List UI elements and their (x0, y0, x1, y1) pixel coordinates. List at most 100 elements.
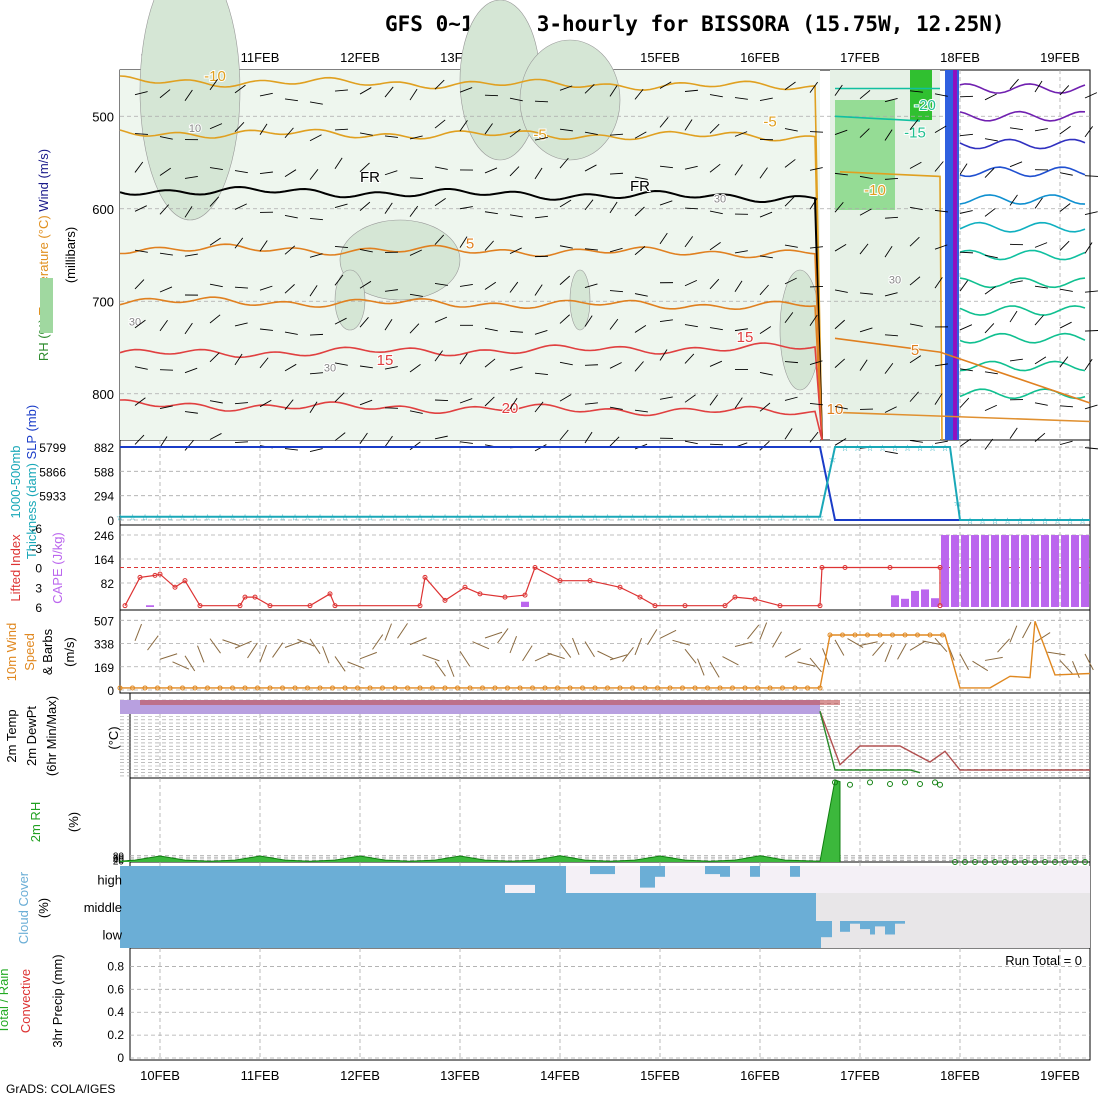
x-tick-top: 16FEB (740, 50, 780, 65)
wind-barb (959, 251, 974, 254)
wind-barb (984, 167, 995, 178)
wind-speed-point (940, 632, 945, 638)
lifted-index-point (722, 603, 728, 609)
wind-barb (134, 397, 146, 406)
wind-barb (284, 284, 295, 294)
wind-barb (159, 167, 171, 176)
wind-speed-point (180, 685, 185, 691)
wind-barb (234, 122, 245, 133)
wind-barb (209, 283, 223, 288)
isotherm-post-front (959, 360, 1086, 372)
wind-barb (134, 434, 145, 445)
thickness-marker: ☆ (966, 517, 974, 527)
wind-barb (1084, 126, 1094, 138)
wind-barb (259, 240, 268, 252)
x-tick-bottom: 13FEB (440, 1068, 480, 1083)
li-tick: 3 (35, 581, 42, 595)
cape-bar (941, 535, 949, 607)
wind-speed-point (367, 685, 373, 691)
wind-speed-point (792, 685, 798, 691)
thickness-marker: ☆ (216, 514, 224, 524)
precip-ylabel: 3hr Precip (mm) (50, 954, 65, 1047)
wind-barb (984, 93, 997, 101)
cloud-layer-label: middle (84, 900, 122, 915)
wind-barb (209, 167, 223, 170)
wind-barb (609, 133, 623, 136)
thickness-marker: ☆ (241, 514, 249, 524)
rh2m-ylabel-part: 2m RH (28, 802, 43, 842)
wind-barb (659, 165, 673, 169)
wind-barb (1059, 172, 1073, 176)
lifted-index-point (152, 572, 158, 578)
cape-bar (951, 535, 959, 607)
wind-barb (309, 372, 323, 375)
wind-barb-10m (1059, 660, 1073, 674)
cloud-bar-high (565, 866, 566, 893)
wind-barb (809, 403, 823, 406)
wind-barb (309, 218, 323, 221)
wind-barb (734, 280, 743, 293)
wind-speed-point (205, 685, 210, 691)
wind-barb (559, 245, 573, 249)
wind-barb-10m (347, 661, 365, 669)
wind-speed-point (442, 685, 448, 691)
wind-barb (409, 177, 424, 180)
wind-barb (759, 284, 769, 296)
wind-barb (1059, 288, 1073, 292)
stability-ylabel-part: CAPE (J/kg) (50, 532, 65, 604)
wind-barb (1009, 310, 1018, 323)
precip-ylabel-part: Convective (18, 969, 33, 1033)
wind-barb (784, 396, 798, 401)
x-tick-top: 19FEB (1040, 50, 1080, 65)
wind-barb (684, 324, 698, 328)
wind-barb (834, 243, 847, 252)
wind-barb (1034, 197, 1043, 209)
wind-barb-10m (672, 639, 690, 646)
thickness-marker: ☆ (1016, 517, 1024, 527)
wind-speed-point (605, 685, 610, 691)
thickness-marker: ☆ (666, 514, 674, 524)
wind-speed-point (865, 632, 870, 638)
thickness-marker: ☆ (278, 514, 286, 524)
wind-barb (534, 167, 543, 180)
wind-barb-10m (1072, 661, 1080, 679)
lifted-index-point (842, 565, 848, 570)
wind-barb (259, 285, 273, 291)
isotherm-label: -5 (763, 113, 776, 130)
wind-speed-point (255, 685, 260, 691)
rh2m-yunit: (%) (66, 812, 81, 832)
wind-barb-10m (484, 631, 503, 639)
wind-speed-point (430, 685, 435, 691)
temp-daily (790, 700, 840, 705)
wind-barb (434, 197, 446, 207)
pressure-ylabel-part: 1000-500mb (8, 446, 23, 519)
wind-barb (909, 276, 921, 286)
wind-barb (309, 169, 319, 180)
wind-barb (784, 81, 796, 91)
wind-barb (1084, 242, 1093, 254)
wind-speed-point (655, 685, 660, 691)
wind-ylabel-part: & Barbs (40, 628, 55, 675)
x-tick-bottom: 12FEB (340, 1068, 380, 1083)
wind-barb (1084, 358, 1093, 371)
wind-speed-point (915, 632, 920, 638)
wind-barb (809, 246, 823, 249)
lifted-index-point (462, 584, 468, 590)
cape-bar (146, 605, 154, 607)
wind-barb (984, 438, 994, 450)
stability-ylabel-part: Lifted Index (8, 534, 23, 602)
wind-barb (709, 210, 723, 215)
wind-barb (959, 368, 973, 372)
wind-barb (934, 277, 943, 289)
wind-barb (659, 200, 673, 206)
isotherm-label: 15 (377, 352, 394, 369)
wind-barb (584, 402, 598, 405)
wind-speed-point (380, 685, 385, 691)
rh2m-point (1012, 859, 1018, 865)
precip-tick: 0.8 (107, 959, 124, 973)
wind-barb (734, 397, 743, 409)
wind-speed-point (455, 685, 460, 691)
precip-ylabel: Convective (18, 969, 33, 1033)
wind-tick: 169 (94, 661, 114, 675)
wind-barb (484, 240, 494, 251)
